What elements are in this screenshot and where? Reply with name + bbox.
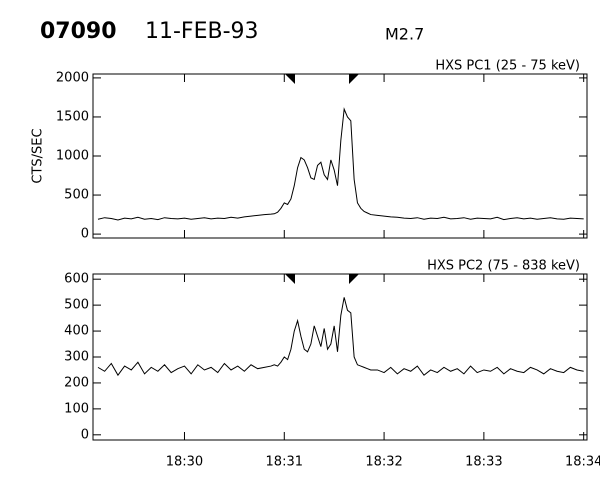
y-tick-label: 500 — [64, 298, 89, 313]
y-axis-label: CTS/SEC — [31, 128, 46, 183]
marker — [349, 74, 359, 84]
flare-class: M2.7 — [385, 25, 424, 44]
y-tick-label: 0 — [81, 427, 89, 442]
plot-frame — [92, 273, 588, 441]
x-tick-label: 18:32 — [365, 455, 402, 470]
y-tick-label: 100 — [64, 401, 89, 416]
marker — [349, 274, 359, 284]
marker — [285, 274, 295, 284]
x-tick-label: 18:34 — [565, 455, 600, 470]
panel-title: HXS PC1 (25 - 75 keV) — [435, 59, 580, 74]
x-tick-label: 18:33 — [465, 455, 502, 470]
y-tick-label: 500 — [64, 188, 89, 203]
y-tick-label: 2000 — [56, 70, 89, 85]
y-tick-label: 600 — [64, 272, 89, 287]
x-tick-label: 18:30 — [166, 455, 203, 470]
y-tick-label: 200 — [64, 375, 89, 390]
x-tick-label: 18:31 — [266, 455, 303, 470]
y-tick-label: 300 — [64, 350, 89, 365]
panel-title: HXS PC2 (75 - 838 keV) — [427, 259, 580, 274]
data-line — [97, 297, 584, 377]
y-tick-label: 1000 — [56, 149, 89, 164]
y-tick-label: 0 — [81, 227, 89, 242]
event-date: 11-FEB-93 — [145, 19, 259, 44]
marker — [285, 74, 295, 84]
y-tick-label: 400 — [64, 324, 89, 339]
data-line — [97, 107, 584, 221]
y-tick-label: 1500 — [56, 109, 89, 124]
event-id: 07090 — [40, 19, 117, 44]
